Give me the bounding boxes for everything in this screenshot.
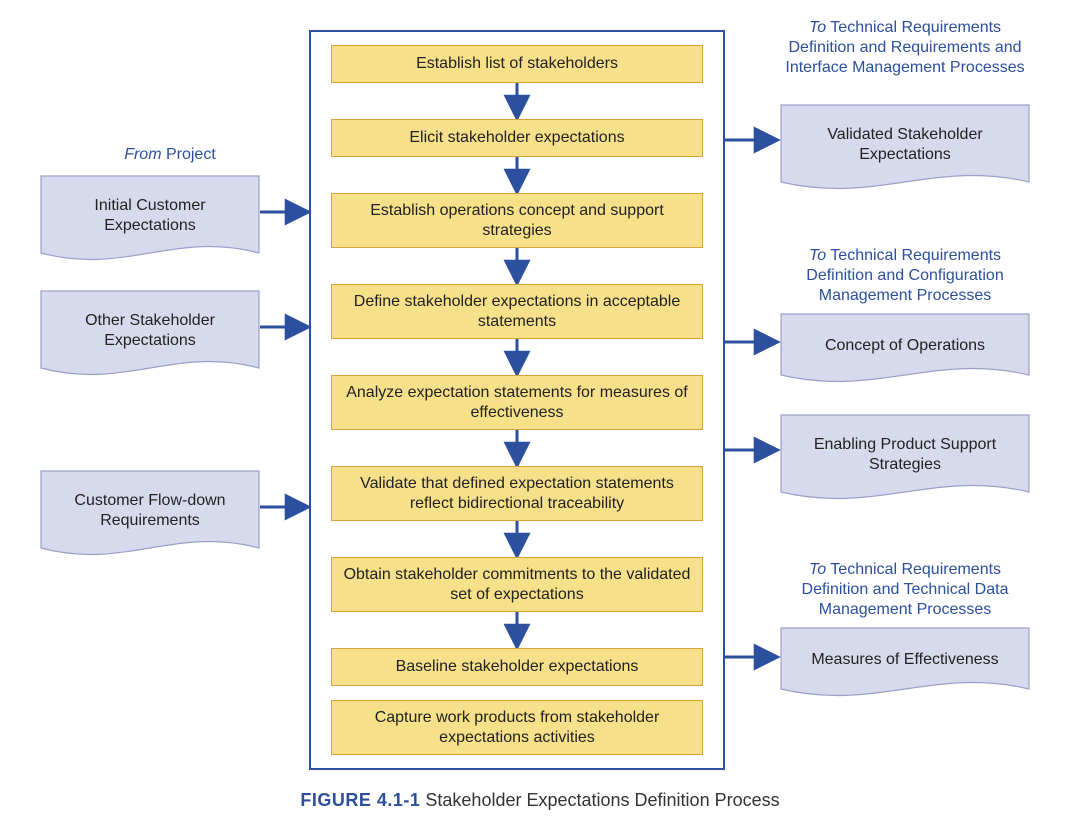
input-doc: Customer Flow-down Requirements <box>40 470 260 558</box>
process-step: Obtain stakeholder commitments to the va… <box>331 557 703 612</box>
input-doc: Other Stakeholder Expectations <box>40 290 260 378</box>
process-step: Baseline stakeholder expectations <box>331 648 703 686</box>
outputs-header: To Technical Requirements Definition and… <box>775 246 1035 306</box>
input-doc: Initial Customer Expectations <box>40 175 260 263</box>
output-doc-label: Concept of Operations <box>815 336 995 356</box>
input-doc-label: Customer Flow-down Requirements <box>40 491 260 531</box>
output-doc-label: Measures of Effectiveness <box>801 650 1008 670</box>
process-step: Establish operations concept and support… <box>331 193 703 248</box>
caption-figure-number: FIGURE 4.1-1 <box>300 790 420 810</box>
process-step: Establish list of stakeholders <box>331 45 703 83</box>
process-step: Capture work products from stakeholder e… <box>331 700 703 755</box>
inputs-header: From Project <box>100 145 240 165</box>
process-step: Analyze expectation statements for measu… <box>331 375 703 430</box>
caption-title: Stakeholder Expectations Definition Proc… <box>420 790 779 810</box>
output-doc: Enabling Product Support Strategies <box>780 414 1030 502</box>
output-doc: Validated Stakeholder Expectations <box>780 104 1030 192</box>
output-doc-label: Validated Stakeholder Expectations <box>780 125 1030 165</box>
input-doc-label: Initial Customer Expectations <box>40 196 260 236</box>
inputs-header-rest: Project <box>162 146 216 163</box>
outputs-header: To Technical Requirements Definition and… <box>775 560 1035 620</box>
process-step: Define stakeholder expectations in accep… <box>331 284 703 339</box>
outputs-header: To Technical Requirements Definition and… <box>775 18 1035 78</box>
output-doc: Concept of Operations <box>780 313 1030 385</box>
output-doc: Measures of Effectiveness <box>780 627 1030 699</box>
inputs-header-ital: From <box>124 146 161 163</box>
figure-caption: FIGURE 4.1-1 Stakeholder Expectations De… <box>0 790 1080 811</box>
process-step: Validate that defined expectation statem… <box>331 466 703 521</box>
process-step: Elicit stakeholder expectations <box>331 119 703 157</box>
output-doc-label: Enabling Product Support Strategies <box>780 435 1030 475</box>
flowchart-root: Establish list of stakeholders Elicit sta… <box>0 0 1080 834</box>
input-doc-label: Other Stakeholder Expectations <box>40 311 260 351</box>
